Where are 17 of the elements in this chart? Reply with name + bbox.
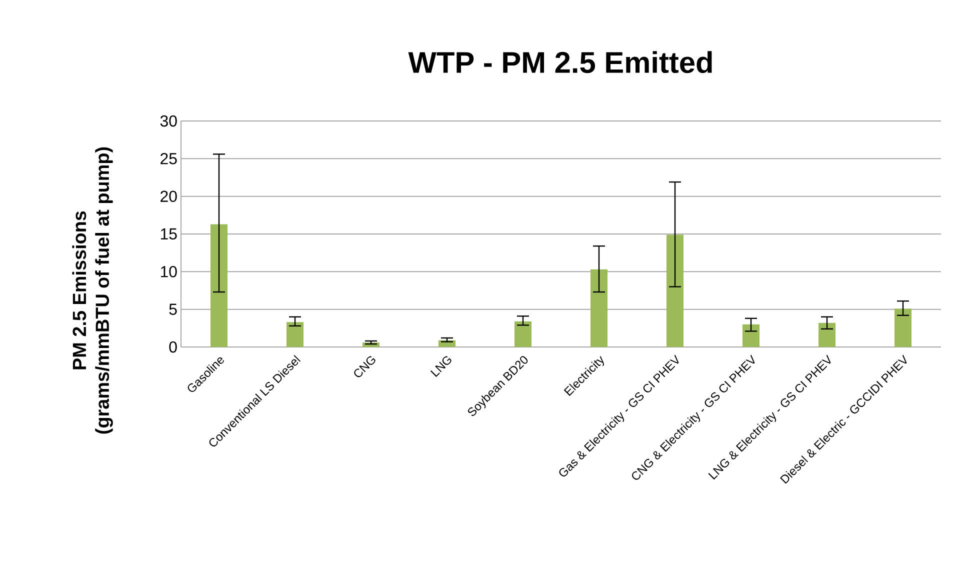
y-tick-label: 15 [160,228,177,240]
y-tick-label: 10 [160,266,177,278]
bar [590,269,608,347]
chart-title: WTP - PM 2.5 Emitted [408,51,712,74]
y-tick-label: 20 [160,190,177,202]
y-tick-label: 0 [169,341,177,353]
bar [894,308,912,347]
bar [286,322,304,347]
bar [666,234,684,347]
y-axis-title: PM 2.5 Emissions (grams/mmBTU of fuel at pump) [72,147,113,434]
bar [818,322,836,347]
bar [514,321,532,347]
bar [210,224,228,347]
y-tick-label: 30 [160,115,177,127]
y-tick-label: 5 [169,304,177,315]
y-tick-label: 25 [160,153,177,164]
bar [742,324,760,347]
